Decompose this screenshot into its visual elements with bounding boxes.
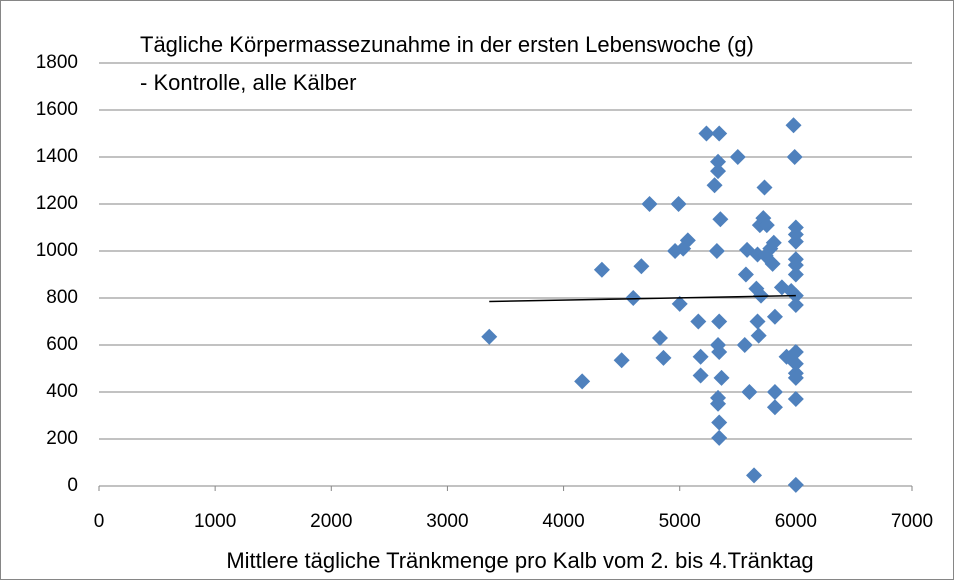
x-tick-label: 5000 — [659, 511, 701, 532]
scatter-point — [787, 297, 804, 314]
scatter-point — [787, 476, 804, 493]
scatter-point — [708, 243, 725, 259]
scatter-point — [690, 313, 707, 330]
x-tick-label: 3000 — [426, 511, 468, 532]
scatter-point — [739, 241, 756, 258]
scatter-point — [741, 384, 758, 400]
chart-subtitle: - Kontrolle, alle Kälber — [140, 70, 356, 95]
scatter-point — [787, 257, 804, 274]
scatter-point — [692, 348, 709, 365]
scatter-point — [481, 328, 498, 345]
trendline — [489, 294, 796, 303]
x-axis-label: Mittlere tägliche Tränkmenge pro Kalb vo… — [226, 548, 813, 573]
scatter-point — [711, 313, 728, 330]
scatter-point — [787, 344, 804, 361]
y-tick-label: 1200 — [36, 193, 78, 214]
y-tick-label: 200 — [46, 428, 78, 449]
scatter-point — [651, 329, 668, 346]
scatter-point — [746, 467, 763, 484]
scatter-point — [764, 255, 781, 272]
scatter-point — [711, 344, 728, 361]
y-tick-label: 400 — [46, 381, 78, 402]
x-tick-label: 6000 — [775, 511, 817, 532]
scatter-point — [711, 414, 728, 431]
scatter-point — [710, 153, 727, 170]
scatter-point — [737, 266, 754, 283]
y-tick-label: 0 — [67, 475, 78, 496]
scatter-point — [641, 196, 658, 212]
y-tick-label: 1800 — [36, 52, 78, 73]
x-tick-label: 0 — [94, 511, 105, 532]
y-tick-label: 1000 — [36, 240, 78, 261]
scatter-point — [756, 179, 773, 196]
scatter-point — [787, 391, 804, 408]
y-tick-label: 1400 — [36, 146, 78, 167]
scatter-point — [655, 349, 672, 366]
y-tick-label: 800 — [46, 287, 78, 308]
scatter-point — [713, 369, 730, 386]
y-tick-label: 1600 — [36, 99, 78, 120]
x-tick-label: 2000 — [310, 511, 352, 532]
scatter-point — [679, 232, 696, 249]
scatter-point — [766, 308, 783, 325]
scatter-point — [758, 217, 775, 234]
scatter-point — [706, 177, 723, 194]
y-tick-label: 600 — [46, 334, 78, 355]
scatter-point — [729, 149, 746, 165]
chart-title: Tägliche Körpermassezunahme in der erste… — [140, 32, 754, 57]
scatter-point — [787, 266, 804, 283]
x-tick-label: 1000 — [194, 511, 236, 532]
scatter-point — [750, 327, 767, 344]
scatter-point — [671, 295, 688, 312]
scatter-point — [785, 117, 802, 134]
scatter-point — [698, 125, 715, 142]
scatter-point — [625, 290, 642, 306]
scatter-point — [593, 261, 610, 278]
scatter-point — [670, 196, 687, 212]
x-tick-label: 7000 — [891, 511, 933, 532]
scatter-point — [574, 373, 591, 390]
scatter-point — [712, 211, 729, 228]
scatter-point — [710, 163, 727, 180]
scatter-point — [786, 149, 803, 165]
scatter-point — [766, 399, 783, 416]
scatter-point — [749, 313, 766, 330]
scatter-point — [787, 355, 804, 372]
scatter-point — [711, 429, 728, 446]
scatter-point — [692, 367, 709, 384]
x-tick-label: 4000 — [542, 511, 584, 532]
scatter-point — [787, 233, 804, 250]
scatter-point — [766, 384, 783, 400]
scatter-point — [787, 369, 804, 386]
scatter-point — [711, 125, 728, 142]
scatter-point — [736, 337, 753, 353]
scatter-point — [710, 395, 727, 412]
scatter-point — [633, 258, 650, 275]
scatter-point — [613, 352, 630, 369]
scatter-point — [765, 234, 782, 251]
